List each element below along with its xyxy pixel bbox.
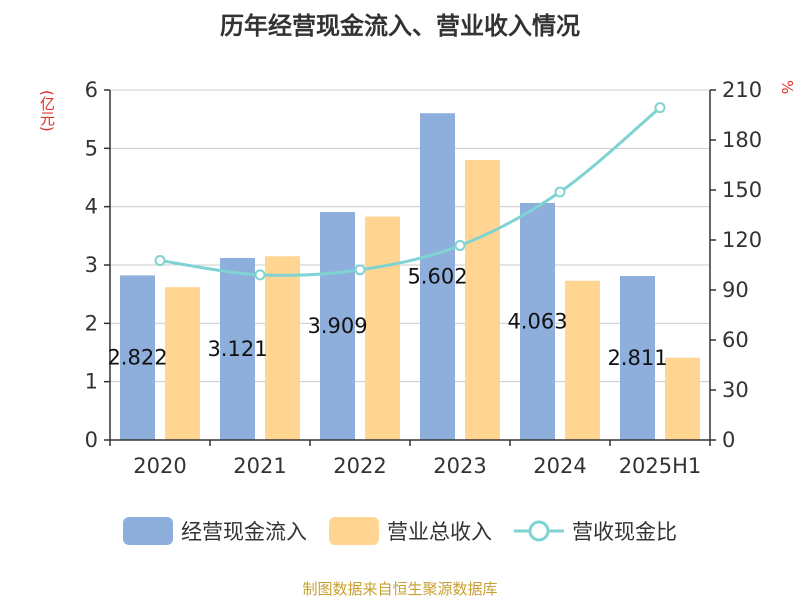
ratio-point xyxy=(654,102,666,114)
right-tick-label: 210 xyxy=(722,78,762,102)
bar-revenue xyxy=(665,357,700,440)
legend-label-revenue: 营业总收入 xyxy=(387,520,492,544)
right-axis-unit: % xyxy=(778,80,796,95)
grid-lines xyxy=(110,89,710,383)
data-source-note: 制图数据来自恒生聚源数据库 xyxy=(302,580,498,598)
right-tick-label: 120 xyxy=(722,228,762,252)
x-tick-label: 2025H1 xyxy=(619,454,702,478)
legend-line-marker-icon xyxy=(514,520,564,542)
legend-label-ratio: 营收现金比 xyxy=(572,520,677,544)
left-tick-label: 5 xyxy=(85,136,98,160)
left-tick-label: 4 xyxy=(85,195,98,219)
legend-swatch-revenue xyxy=(329,517,379,545)
bar-cash-inflow xyxy=(320,211,355,440)
data-label-cash-inflow: 2.822 xyxy=(107,346,167,370)
data-label-cash-inflow: 3.909 xyxy=(307,314,367,338)
bar-revenue xyxy=(465,160,500,440)
bar-revenue xyxy=(165,287,200,440)
left-tick-label: 3 xyxy=(85,253,98,277)
right-tick-label: 180 xyxy=(722,128,762,152)
data-label-cash-inflow: 5.602 xyxy=(407,265,467,289)
bar-cash-inflow xyxy=(420,113,455,440)
ratio-point xyxy=(154,255,166,266)
bar-cash-inflow xyxy=(620,276,655,440)
left-tick-label: 0 xyxy=(85,428,98,452)
legend: 经营现金流入 营业总收入 营收现金比 xyxy=(0,516,800,546)
x-tick-label: 2021 xyxy=(233,454,286,478)
legend-swatch-cash-inflow xyxy=(123,517,173,545)
data-label-cash-inflow: 2.811 xyxy=(607,346,667,370)
ratio-point xyxy=(254,269,266,281)
right-tick-label: 60 xyxy=(722,328,749,352)
legend-item-cash-inflow[interactable]: 经营现金流入 xyxy=(123,516,307,546)
bar-revenue xyxy=(265,256,300,440)
data-label-cash-inflow: 4.063 xyxy=(507,309,567,333)
bar-cash-inflow xyxy=(220,257,255,440)
x-tick-label: 2020 xyxy=(133,454,186,478)
legend-item-ratio[interactable]: 营收现金比 xyxy=(514,516,677,546)
ratio-point xyxy=(454,240,466,251)
bar-revenue xyxy=(365,216,400,440)
ratio-point xyxy=(554,186,566,198)
legend-label-cash-inflow: 经营现金流入 xyxy=(181,520,307,544)
bar-revenue xyxy=(565,280,600,440)
right-tick-label: 30 xyxy=(722,378,749,402)
ratio-line-layer xyxy=(154,102,666,281)
chart-title: 历年经营现金流入、营业收入情况 xyxy=(220,12,580,40)
right-tick-label: 90 xyxy=(722,278,749,302)
ratio-line xyxy=(159,106,661,277)
left-tick-label: 1 xyxy=(85,370,98,394)
x-tick-label: 2023 xyxy=(433,454,486,478)
bars xyxy=(120,113,700,440)
data-label-cash-inflow: 3.121 xyxy=(207,337,267,361)
left-axis-unit: (亿元) xyxy=(38,90,56,132)
data-labels: 2.822 3.121 3.909 5.602 4.063 2.811 xyxy=(107,265,667,370)
left-tick-label: 6 xyxy=(85,78,98,102)
x-tick-label: 2024 xyxy=(533,454,586,478)
ratio-point xyxy=(354,264,366,276)
legend-item-revenue[interactable]: 营业总收入 xyxy=(329,516,492,546)
right-tick-label: 0 xyxy=(722,428,735,452)
left-tick-label: 2 xyxy=(85,311,98,335)
x-tick-label: 2022 xyxy=(333,454,386,478)
bar-cash-inflow xyxy=(120,275,155,440)
bar-cash-inflow xyxy=(520,202,555,440)
right-tick-label: 150 xyxy=(722,178,762,202)
